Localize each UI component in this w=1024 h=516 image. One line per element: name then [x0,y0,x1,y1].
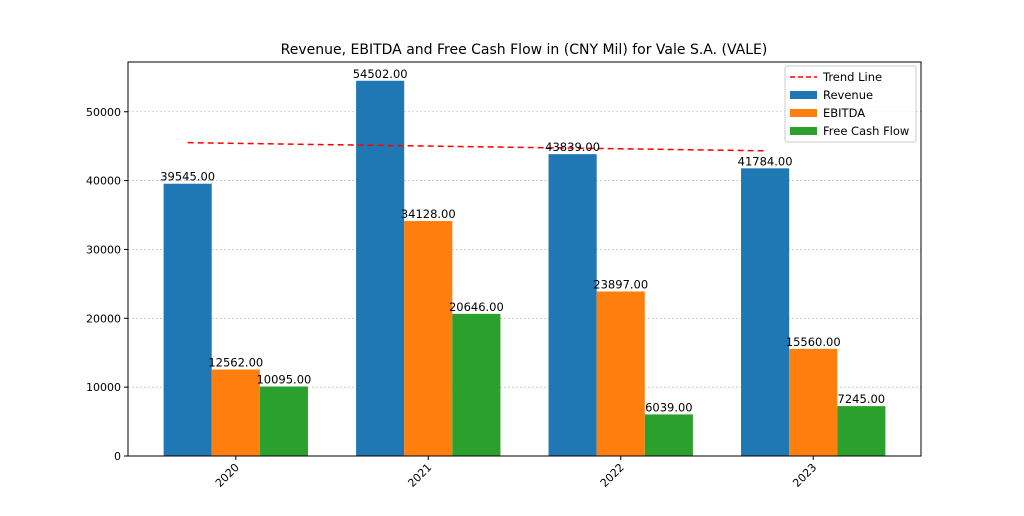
bar-free-cash-flow [644,414,693,456]
x-axis: 2020 2021 2022 2023 [213,456,819,490]
x-tick-label: 2022 [598,461,627,490]
data-label: 54502.00 [353,67,408,81]
data-label: 43839.00 [545,140,600,154]
data-labels: 39545.00 54502.00 43839.00 41784.00 12562.00… [160,67,885,415]
legend-label: Trend Line [822,70,882,84]
y-axis: 0 10000 20000 30000 40000 50000 [86,106,128,463]
data-label: 10095.00 [256,372,311,386]
bar-free-cash-flow [259,386,308,456]
chart-title: Revenue, EBITDA and Free Cash Flow in (C… [281,42,768,58]
data-label: 12562.00 [208,356,263,370]
y-tick-label: 0 [114,450,121,463]
data-label: 7245.00 [838,392,886,406]
bar-ebitda [789,348,838,456]
legend-label: EBITDA [823,106,865,120]
data-label: 15560.00 [786,335,841,349]
x-tick-label: 2021 [405,461,434,490]
legend: Trend Line Revenue EBITDA Free Cash Flow [784,65,917,143]
data-label: 23897.00 [593,277,648,291]
y-tick-label: 30000 [86,243,121,256]
bars [163,80,886,457]
data-label: 34128.00 [401,207,456,221]
y-tick-label: 10000 [86,381,121,394]
x-tick-label: 2020 [213,461,242,490]
trend-line [187,141,766,152]
legend-label: Free Cash Flow [823,124,909,138]
trend-line-group [187,141,766,152]
data-label: 20646.00 [449,300,504,314]
y-tick-label: 40000 [86,175,121,188]
bar-revenue [548,154,597,456]
legend-label: Revenue [823,88,873,102]
bar-revenue [741,168,790,456]
bar-ebitda [211,369,260,456]
bar-free-cash-flow [837,406,886,456]
legend-box [784,65,917,143]
bar-ebitda [404,221,453,456]
data-label: 39545.00 [160,170,215,184]
legend-swatch [790,109,817,117]
plot-frame [127,61,922,457]
bar-ebitda [596,291,645,456]
y-tick-label: 50000 [86,106,121,119]
data-label: 6039.00 [645,400,693,414]
y-tick-label: 20000 [86,312,121,325]
legend-swatch [790,127,817,135]
bar-free-cash-flow [452,313,501,456]
bar-revenue [163,183,212,456]
bar-revenue [356,80,405,457]
legend-swatch [790,91,817,99]
x-tick-label: 2023 [790,461,819,490]
data-label: 41784.00 [738,154,793,168]
